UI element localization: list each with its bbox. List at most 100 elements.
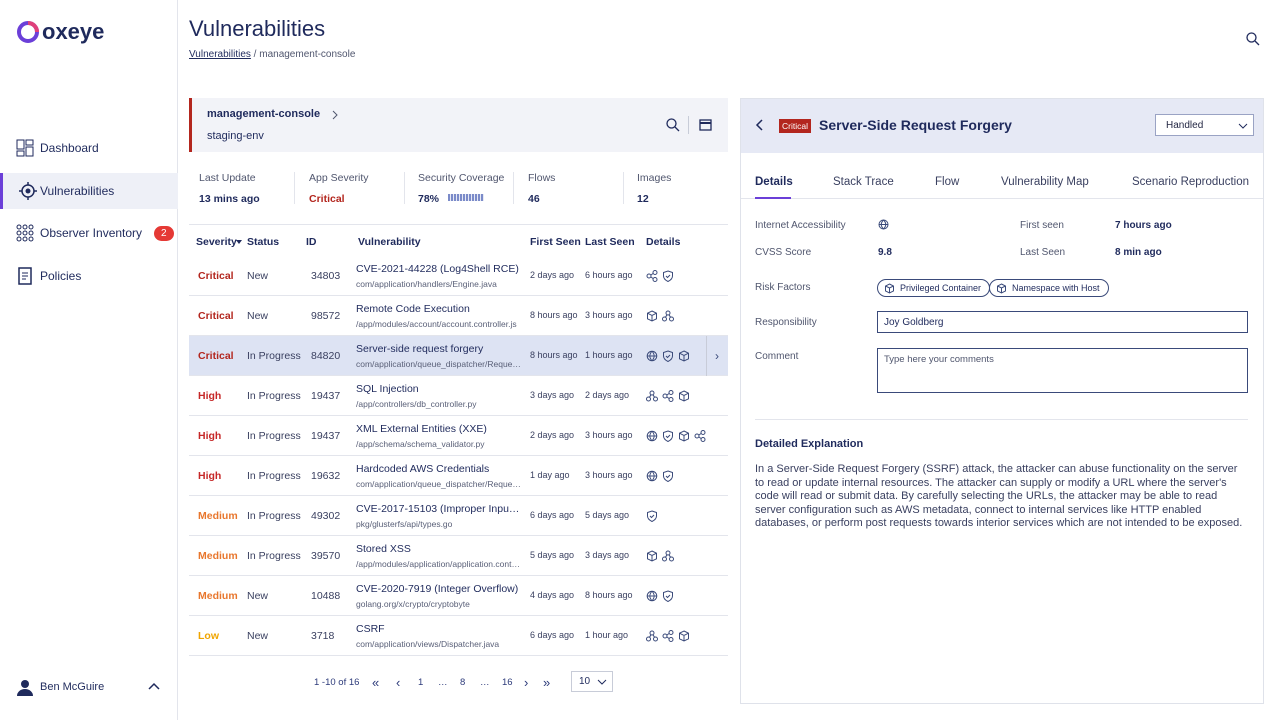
id: 19632 (311, 470, 340, 482)
detail-title: Server-Side Request Forgery (819, 117, 1012, 133)
page-link[interactable]: … (480, 677, 490, 688)
vuln-name: Stored XSS (356, 543, 521, 555)
breadcrumb-link[interactable]: Vulnerabilities (189, 49, 251, 60)
last-seen: 1 hours ago (585, 350, 633, 360)
page-link[interactable]: 8 (460, 677, 465, 688)
table-row[interactable]: MediumNew10488CVE-2020-7919 (Integer Ove… (189, 576, 728, 616)
search-button[interactable] (1246, 32, 1260, 46)
severity: Critical (198, 270, 234, 282)
table-row[interactable]: HighIn Progress19437XML External Entitie… (189, 416, 728, 456)
app-name[interactable]: management-console (207, 108, 320, 120)
divider (755, 419, 1248, 420)
chevron (1238, 123, 1248, 129)
table-row[interactable]: CriticalNew98572Remote Code Execution/ap… (189, 296, 728, 336)
tab[interactable]: Flow (935, 176, 959, 188)
back-button[interactable] (755, 119, 763, 131)
column-header[interactable]: Severity (196, 236, 237, 248)
tab[interactable]: Vulnerability Map (1001, 176, 1089, 188)
field-label: Internet Accessibility (755, 220, 846, 231)
table-row[interactable]: CriticalNew34803CVE-2021-44228 (Log4Shel… (189, 256, 728, 296)
nav-item[interactable]: Vulnerabilities (0, 173, 178, 209)
table-row[interactable]: CriticalIn Progress84820Server-side requ… (189, 336, 728, 376)
app-search[interactable] (666, 118, 680, 132)
vuln-name: SQL Injection (356, 383, 521, 395)
page-size[interactable]: 10 (571, 671, 613, 692)
first-seen: 8 hours ago (530, 310, 578, 320)
status-dropdown[interactable]: Handled (1155, 114, 1254, 136)
severity: High (198, 390, 221, 402)
page-range: 1 -10 of 16 (314, 677, 359, 688)
vuln-path: pkg/glusterfs/api/types.go (356, 519, 521, 529)
id: 19437 (311, 430, 340, 442)
icon (16, 224, 34, 242)
stat-value: 12 (637, 193, 671, 205)
divider (513, 172, 514, 204)
detail-icon (646, 470, 658, 482)
vuln-path: com/application/views/Dispatcher.java (356, 639, 521, 649)
table-row[interactable]: HighIn Progress19437SQL Injection/app/co… (189, 376, 728, 416)
status: In Progress (247, 470, 301, 482)
vuln-path: com/application/handlers/Engine.java (356, 279, 521, 289)
severity: High (198, 470, 221, 482)
id: 34803 (311, 270, 340, 282)
brand: oxeye (42, 19, 104, 45)
stat-label: Security Coverage (418, 172, 504, 184)
nav-label: Policies (40, 269, 81, 283)
chevron (597, 679, 607, 685)
detail-icon (678, 350, 690, 362)
nav-item[interactable]: Policies (0, 258, 178, 294)
tab[interactable]: Stack Trace (833, 176, 894, 188)
id: 10488 (311, 590, 340, 602)
next-page[interactable]: › (524, 675, 528, 690)
tab[interactable]: Scenario Reproduction (1132, 176, 1249, 188)
cube-icon (884, 283, 895, 294)
severity: Critical (198, 350, 234, 362)
last-seen: 3 hours ago (585, 430, 633, 440)
table-row[interactable]: MediumIn Progress49302CVE-2017-15103 (Im… (189, 496, 728, 536)
last-seen: 5 days ago (585, 510, 629, 520)
comment-input[interactable]: Type here your comments (877, 348, 1248, 393)
severity: Critical (198, 310, 234, 322)
detail-icon (662, 590, 674, 602)
page-link[interactable]: … (438, 677, 448, 688)
tab[interactable]: Details (755, 176, 793, 188)
collapse-icon[interactable] (148, 681, 160, 691)
calendar-button[interactable] (699, 118, 712, 131)
explanation-title: Detailed Explanation (755, 438, 863, 450)
page-link[interactable]: 1 (418, 677, 423, 688)
prev-page[interactable]: ‹ (396, 675, 400, 690)
first-page[interactable]: « (372, 675, 379, 690)
detail-icon (678, 630, 690, 642)
severity: Low (198, 630, 219, 642)
sort-icon (236, 240, 242, 244)
user-name[interactable]: Ben McGuire (40, 681, 104, 693)
icon (16, 139, 34, 157)
row-chevron[interactable]: › (715, 349, 719, 363)
severity: Medium (198, 590, 238, 602)
status: In Progress (247, 510, 301, 522)
first-seen: 3 days ago (530, 390, 574, 400)
vuln-name: Server-side request forgery (356, 343, 521, 355)
vuln-path: /app/schema/schema_validator.py (356, 439, 521, 449)
cube-icon (996, 283, 1007, 294)
first-seen: 6 days ago (530, 510, 574, 520)
status: In Progress (247, 350, 301, 362)
last-seen: 6 hours ago (585, 270, 633, 280)
first-seen: 2 days ago (530, 430, 574, 440)
table-row[interactable]: MediumIn Progress39570Stored XSS/app/mod… (189, 536, 728, 576)
responsibility-input[interactable]: Joy Goldberg (877, 311, 1248, 333)
risk-chip: Namespace with Host (989, 279, 1109, 297)
nav-item[interactable]: Dashboard (0, 130, 178, 166)
field-value: 8 min ago (1115, 247, 1162, 258)
last-seen: 3 hours ago (585, 470, 633, 480)
status: New (247, 270, 268, 282)
table-row[interactable]: HighIn Progress19632Hardcoded AWS Creden… (189, 456, 728, 496)
table-row[interactable]: LowNew3718CSRFcom/application/views/Disp… (189, 616, 728, 656)
nav-item[interactable]: Observer Inventory2 (0, 215, 178, 251)
last-page[interactable]: » (543, 675, 550, 690)
page-link[interactable]: 16 (502, 677, 513, 688)
detail-icon (646, 310, 658, 322)
status: In Progress (247, 430, 301, 442)
status: New (247, 590, 268, 602)
